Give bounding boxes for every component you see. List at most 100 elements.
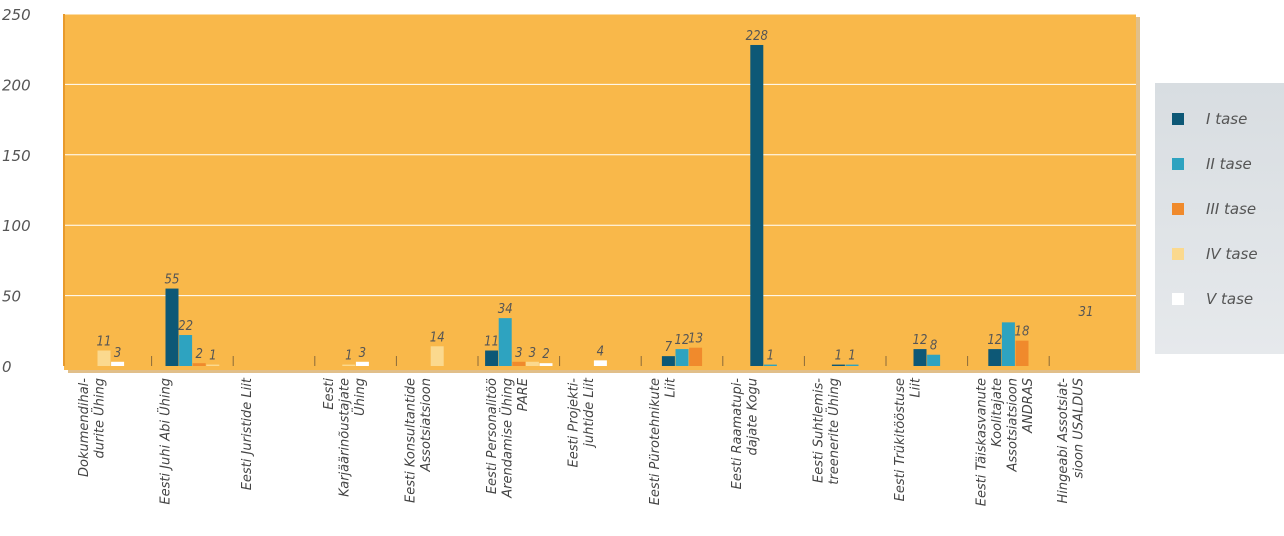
bar-ii-tase bbox=[845, 364, 859, 366]
y-tick-label: 250 bbox=[2, 6, 31, 24]
data-label: 22 bbox=[178, 319, 193, 334]
bar-v-tase bbox=[111, 361, 125, 366]
x-tick-label-line: Eesti Juhi Abi Ühing bbox=[157, 378, 174, 505]
data-label: 11 bbox=[484, 335, 499, 350]
x-tick-label-line: Eesti Täiskasvanute bbox=[975, 378, 990, 506]
x-tick-label-line: durite Ühing bbox=[91, 378, 108, 459]
data-label: 1 bbox=[345, 349, 352, 364]
legend-entry: I tase bbox=[1206, 110, 1247, 128]
bar-i-tase bbox=[913, 349, 927, 366]
x-tick-label-line: sioon USALDUS bbox=[1072, 378, 1087, 478]
x-tick-label-line: Eesti Konsultantide bbox=[403, 378, 418, 503]
x-tick-label: Eesti Suhtlemis-treenerite Ühing bbox=[811, 378, 842, 485]
data-label: 12 bbox=[675, 333, 690, 348]
data-label: 2 bbox=[542, 347, 549, 362]
legend-entry: V tase bbox=[1206, 290, 1253, 308]
bar-iii-tase bbox=[1015, 340, 1029, 366]
data-label: 13 bbox=[688, 332, 703, 347]
data-label: 8 bbox=[930, 339, 937, 354]
grid-lines bbox=[64, 13, 1136, 297]
x-tick-label: Eesti Personalitöö Arendamise Ühing PARE bbox=[485, 377, 531, 499]
x-tick-label-line: Karjäärinõustajate bbox=[337, 378, 352, 497]
x-tick-label-line: treenerite Ühing bbox=[825, 378, 842, 485]
x-tick-label-line: Hingeabi Assotsiat- bbox=[1056, 378, 1071, 504]
bar-i-tase bbox=[750, 44, 764, 366]
plot-background bbox=[64, 14, 1136, 370]
x-tick-label-line: Eesti Suhtlemis- bbox=[811, 378, 826, 483]
bar-ii-tase bbox=[179, 335, 193, 366]
x-tick-label: Eesti Konsultantide Assotsiatsioon bbox=[403, 378, 434, 503]
legend-entry: IV tase bbox=[1206, 245, 1258, 263]
y-tick-label: 150 bbox=[2, 147, 31, 165]
x-tick-label: Eesti Pürotehnikute Liit bbox=[648, 377, 679, 505]
x-tick-label-line: Koolitajate bbox=[990, 378, 1005, 447]
x-tick-label-line: dajate Kogu bbox=[745, 378, 760, 456]
x-tick-label: Eesti Juhi Abi Ühing bbox=[157, 378, 174, 505]
bar-iv-tase bbox=[430, 346, 444, 366]
data-label: 228 bbox=[746, 29, 768, 44]
x-tick-label-line: Eesti Juristide Liit bbox=[240, 377, 255, 490]
bar-iv-tase bbox=[97, 350, 111, 366]
bar-iii-tase bbox=[512, 361, 526, 366]
legend-entry: III tase bbox=[1206, 200, 1256, 218]
legend-swatch bbox=[1172, 113, 1184, 125]
bar-i-tase bbox=[661, 356, 675, 366]
x-tick-label: Eesti Projekti-juhtide Liit bbox=[567, 377, 598, 467]
bar-i-tase bbox=[165, 288, 179, 366]
x-tick-label-line: juhtide Liit bbox=[582, 377, 597, 449]
x-tick-label-line: Eesti bbox=[322, 378, 337, 410]
x-tick-label: Eesti Karjäärinõustajate Ühing bbox=[322, 378, 368, 497]
legend-swatch bbox=[1172, 158, 1184, 170]
bar-iv-tase bbox=[342, 364, 356, 366]
x-tick-label-line: Eesti Projekti- bbox=[567, 378, 582, 468]
data-label: 4 bbox=[597, 344, 604, 359]
x-tick-label-line: Eesti Raamatupi- bbox=[730, 378, 745, 490]
data-label: 12 bbox=[913, 333, 928, 348]
y-tick-label: 50 bbox=[2, 288, 21, 306]
bar-i-tase bbox=[988, 349, 1002, 366]
x-tick-label: Eesti Täiskasvanute Koolitajate Assotsiats… bbox=[975, 378, 1037, 506]
bars bbox=[97, 44, 1029, 366]
bar-iii-tase bbox=[192, 363, 206, 366]
legend: I tase II tase III tase IV tase V tase bbox=[1155, 83, 1284, 354]
legend-background bbox=[1155, 83, 1284, 354]
x-tick-label-line: Eesti Personalitöö bbox=[485, 378, 500, 494]
bar-iv-tase bbox=[206, 364, 220, 366]
bar-v-tase bbox=[593, 360, 607, 366]
x-tick-label-line: Assotsiatsioon bbox=[1006, 378, 1021, 472]
y-axis: 0 50 100 150 200 250 bbox=[2, 6, 65, 376]
data-label: 3 bbox=[515, 346, 522, 361]
x-tick-label-line: ANDRAS bbox=[1021, 378, 1036, 434]
x-tick-label: Eesti Trükitööstuse Liit bbox=[893, 377, 924, 501]
bar-ii-tase bbox=[763, 364, 777, 366]
legend-swatch bbox=[1172, 293, 1184, 305]
data-label: 11 bbox=[97, 335, 112, 350]
x-tick-label-line: Liit bbox=[664, 377, 679, 397]
data-label: 12 bbox=[987, 333, 1002, 348]
bar-v-tase bbox=[355, 361, 369, 366]
data-label: 14 bbox=[430, 330, 445, 345]
data-label: 34 bbox=[498, 302, 513, 317]
x-axis: Dokumendihal-durite Ühing Eesti Juhi Abi … bbox=[77, 356, 1087, 506]
data-label: 3 bbox=[529, 346, 536, 361]
x-tick-label: Eesti Raamatupi-dajate Kogu bbox=[730, 378, 761, 490]
x-tick-label-line: Liit bbox=[909, 377, 924, 397]
bar-iv-tase bbox=[525, 361, 539, 366]
data-label: 3 bbox=[114, 346, 121, 361]
x-tick-label-line: Eesti Pürotehnikute bbox=[648, 378, 663, 505]
bar-iii-tase bbox=[689, 347, 703, 366]
x-tick-label: Eesti Juristide Liit bbox=[240, 377, 255, 490]
legend-swatch bbox=[1172, 203, 1184, 215]
x-tick-label-line: PARE bbox=[516, 377, 531, 411]
data-label: 55 bbox=[165, 273, 180, 288]
x-tick-label-line: Eesti Trükitööstuse bbox=[893, 378, 908, 501]
data-label: 3 bbox=[359, 346, 366, 361]
x-tick-label-line: Dokumendihal- bbox=[77, 378, 92, 477]
bar-i-tase bbox=[485, 350, 499, 366]
bar-ii-tase bbox=[498, 318, 512, 366]
legend-swatch bbox=[1172, 248, 1184, 260]
data-label: 1 bbox=[209, 349, 216, 364]
legend-entry: II tase bbox=[1206, 155, 1252, 173]
